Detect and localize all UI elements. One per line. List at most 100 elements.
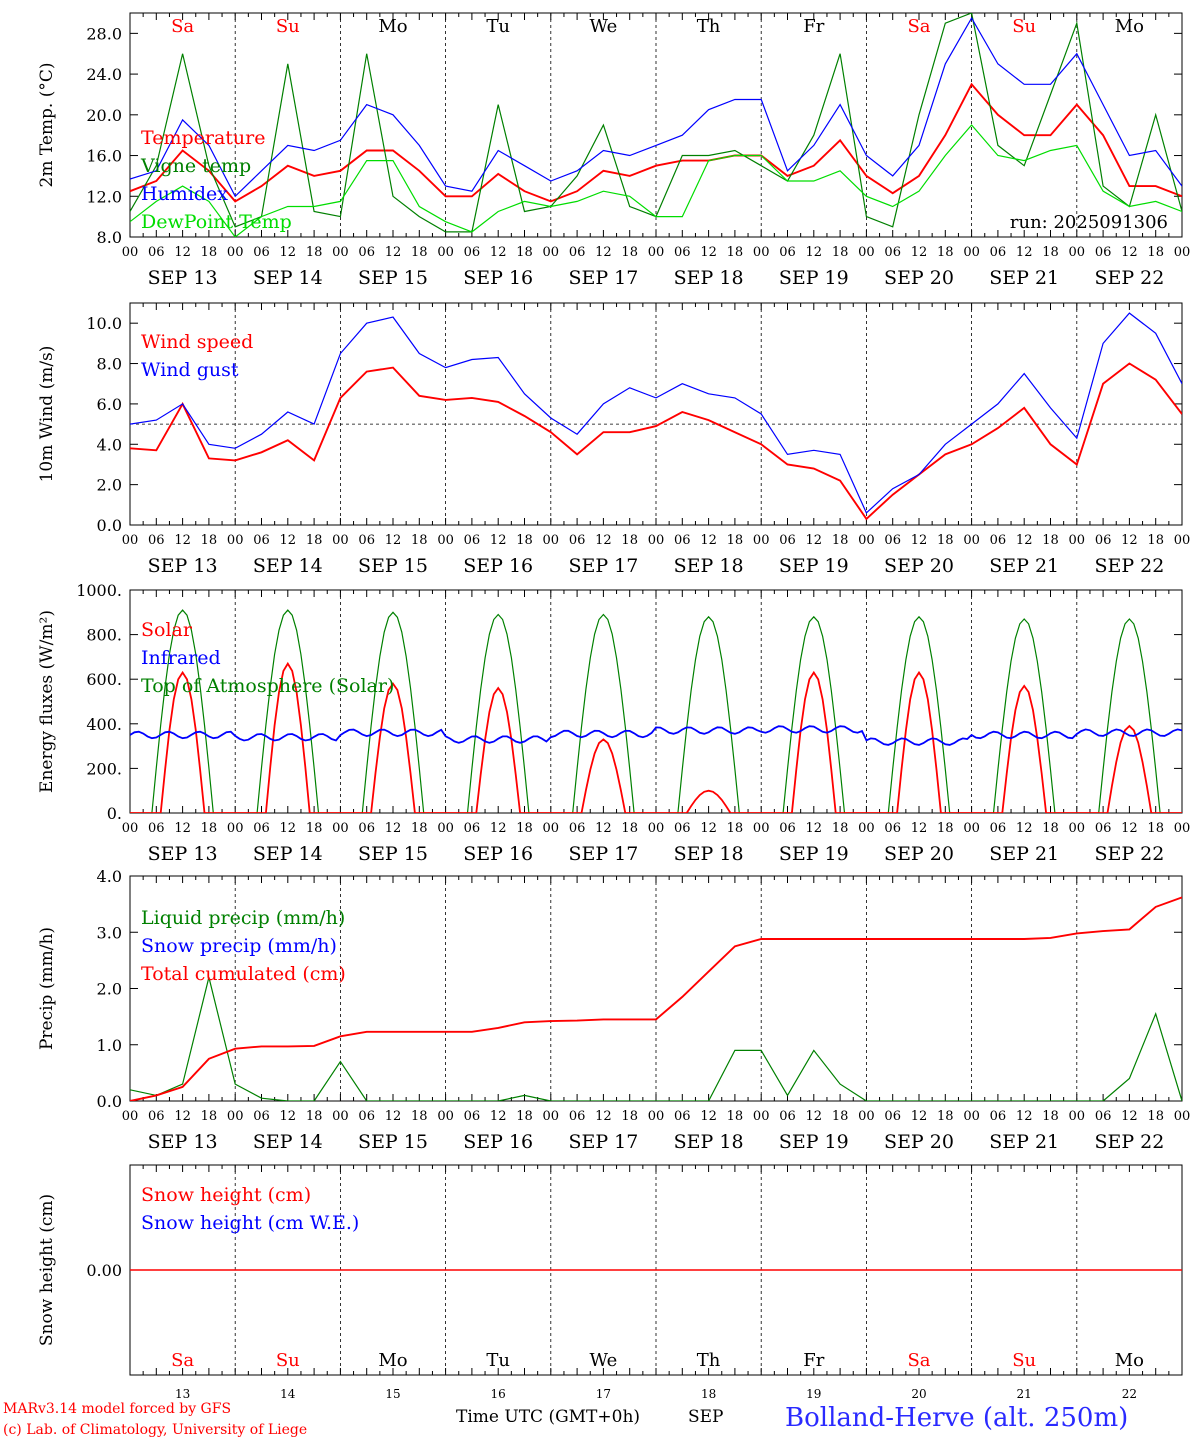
y-tick-label: 12.0 bbox=[86, 187, 122, 206]
day-name: Sa bbox=[907, 1350, 930, 1371]
hour-tick-label: 00 bbox=[543, 245, 560, 260]
hour-tick-label: 18 bbox=[727, 533, 744, 548]
hour-tick-label: 12 bbox=[700, 533, 717, 548]
legend-entry: Snow precip (mm/h) bbox=[141, 935, 337, 957]
hour-tick-label: 00 bbox=[648, 1109, 665, 1124]
hour-tick-label: 18 bbox=[516, 821, 533, 836]
day-number: 21 bbox=[1017, 1387, 1032, 1401]
hour-tick-label: 00 bbox=[753, 821, 770, 836]
hour-tick-label: 18 bbox=[832, 533, 849, 548]
hour-tick-label: 00 bbox=[963, 245, 980, 260]
hour-tick-label: 00 bbox=[332, 1109, 349, 1124]
date-label: SEP 20 bbox=[884, 555, 954, 577]
panel-1: 8.0 12.0 16.0 20.0 24.0 28.0 2m Temp. (°C) 00 06… bbox=[37, 12, 1190, 289]
series-line-humidex bbox=[130, 16, 1182, 198]
date-label: SEP 20 bbox=[884, 1131, 954, 1153]
y-tick-label: 28.0 bbox=[86, 24, 122, 43]
hour-tick-label: 12 bbox=[1016, 821, 1033, 836]
legend-entry: Liquid precip (mm/h) bbox=[141, 907, 345, 929]
y-tick-label: 2.0 bbox=[97, 476, 122, 495]
hour-tick-label: 06 bbox=[569, 821, 586, 836]
hour-tick-label: 18 bbox=[621, 821, 638, 836]
hour-tick-label: 06 bbox=[779, 533, 796, 548]
legend-entry: Wind speed bbox=[141, 331, 253, 353]
hour-tick-label: 06 bbox=[569, 1109, 586, 1124]
y-axis-label: Energy fluxes (W/m²) bbox=[37, 610, 57, 793]
hour-tick-label: 12 bbox=[174, 533, 191, 548]
hour-tick-label: 18 bbox=[1042, 533, 1059, 548]
date-label: SEP 20 bbox=[884, 843, 954, 865]
hour-tick-label: 06 bbox=[464, 245, 481, 260]
hour-tick-label: 18 bbox=[727, 1109, 744, 1124]
hour-tick-label: 12 bbox=[595, 245, 612, 260]
y-tick-label: 2.0 bbox=[97, 980, 122, 999]
hour-tick-label: 00 bbox=[1069, 1109, 1086, 1124]
day-name: Su bbox=[1012, 16, 1036, 37]
y-tick-label: 1000. bbox=[76, 581, 122, 600]
day-name: Su bbox=[276, 16, 300, 37]
y-tick-label: 1.0 bbox=[97, 1036, 122, 1055]
hour-tick-label: 12 bbox=[806, 1109, 823, 1124]
hour-tick-label: 00 bbox=[332, 533, 349, 548]
day-number: 17 bbox=[596, 1387, 611, 1401]
y-axis-label: 10m Wind (m/s) bbox=[37, 346, 57, 483]
day-name: Sa bbox=[907, 16, 930, 37]
hour-tick-label: 06 bbox=[148, 245, 165, 260]
hour-tick-label: 18 bbox=[201, 1109, 218, 1124]
day-name: Th bbox=[697, 16, 721, 37]
y-tick-label: 600. bbox=[86, 670, 122, 689]
hour-tick-label: 06 bbox=[674, 1109, 691, 1124]
day-name: Tu bbox=[486, 16, 510, 37]
hour-tick-label: 06 bbox=[779, 245, 796, 260]
hour-tick-label: 06 bbox=[253, 1109, 270, 1124]
hour-tick-label: 06 bbox=[148, 533, 165, 548]
hour-tick-label: 18 bbox=[727, 245, 744, 260]
y-axis-label: Snow height (cm) bbox=[37, 1194, 57, 1346]
hour-tick-label: 18 bbox=[306, 1109, 323, 1124]
date-label: SEP 20 bbox=[884, 267, 954, 289]
hour-tick-label: 06 bbox=[1095, 1109, 1112, 1124]
y-tick-label: 0.0 bbox=[97, 516, 122, 535]
hour-tick-label: 00 bbox=[122, 245, 139, 260]
date-label: SEP 18 bbox=[674, 843, 744, 865]
plot-frame bbox=[129, 12, 1183, 238]
date-label: SEP 19 bbox=[779, 267, 849, 289]
day-name: Su bbox=[276, 1350, 300, 1371]
hour-tick-label: 00 bbox=[753, 1109, 770, 1124]
date-label: SEP 21 bbox=[989, 267, 1059, 289]
hour-tick-label: 00 bbox=[437, 245, 454, 260]
hour-tick-label: 00 bbox=[1069, 533, 1086, 548]
date-label: SEP 19 bbox=[779, 1131, 849, 1153]
hour-tick-label: 00 bbox=[227, 1109, 244, 1124]
hour-tick-label: 00 bbox=[858, 533, 875, 548]
y-tick-label: 0.00 bbox=[86, 1261, 122, 1280]
day-number: 19 bbox=[806, 1387, 821, 1401]
day-name: Sa bbox=[171, 1350, 194, 1371]
hour-tick-label: 00 bbox=[543, 821, 560, 836]
day-name: Mo bbox=[378, 1350, 407, 1371]
hour-tick-label: 00 bbox=[122, 533, 139, 548]
legend-entry: Snow height (cm W.E.) bbox=[141, 1212, 359, 1234]
series-line-temperature bbox=[130, 82, 1182, 203]
date-label: SEP 22 bbox=[1094, 555, 1164, 577]
hour-tick-label: 12 bbox=[174, 1109, 191, 1124]
legend-entry: DewPoint Temp bbox=[141, 211, 292, 233]
day-name: We bbox=[590, 16, 618, 37]
hour-tick-label: 06 bbox=[253, 245, 270, 260]
hour-tick-label: 18 bbox=[411, 821, 428, 836]
date-label: SEP 15 bbox=[358, 267, 428, 289]
hour-tick-label: 18 bbox=[306, 533, 323, 548]
hour-tick-label: 00 bbox=[858, 245, 875, 260]
hour-tick-label: 18 bbox=[727, 821, 744, 836]
hour-tick-label: 18 bbox=[832, 245, 849, 260]
hour-tick-label: 18 bbox=[937, 821, 954, 836]
date-label: SEP 14 bbox=[253, 267, 323, 289]
hour-tick-label: 12 bbox=[174, 821, 191, 836]
y-tick-label: 8.0 bbox=[97, 355, 122, 374]
date-label: SEP 17 bbox=[568, 267, 638, 289]
hour-tick-label: 00 bbox=[437, 533, 454, 548]
hour-tick-label: 12 bbox=[1016, 533, 1033, 548]
hour-tick-label: 18 bbox=[411, 245, 428, 260]
hour-tick-label: 00 bbox=[437, 821, 454, 836]
hour-tick-label: 18 bbox=[937, 533, 954, 548]
